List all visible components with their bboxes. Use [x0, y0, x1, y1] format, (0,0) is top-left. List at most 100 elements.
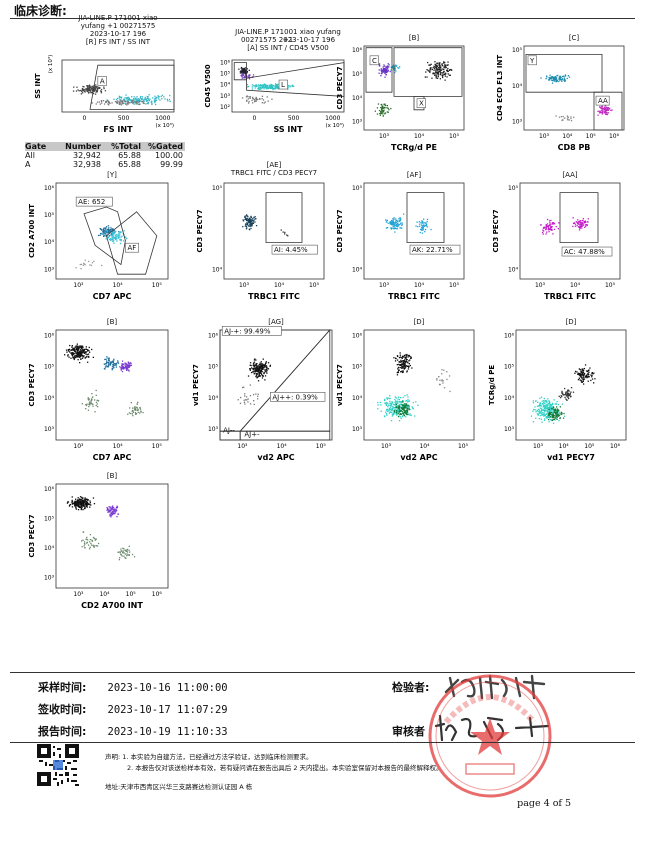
event-dot — [263, 365, 266, 367]
event-dot — [579, 227, 581, 229]
event-dot — [422, 221, 424, 223]
event-dot — [400, 218, 402, 220]
event-dot — [398, 366, 400, 369]
event-dot — [398, 220, 400, 222]
event-dot — [112, 240, 114, 243]
event-dot — [158, 98, 160, 100]
event-dot — [382, 71, 384, 73]
event-dot — [401, 355, 404, 357]
event-dot — [144, 98, 146, 100]
event-dot — [92, 86, 94, 88]
event-dot — [86, 353, 88, 356]
event-dot — [251, 220, 254, 222]
event-dot — [75, 90, 78, 92]
event-dot — [392, 66, 395, 68]
event-dot — [131, 553, 134, 556]
event-dot — [132, 98, 135, 100]
event-dot — [102, 229, 105, 231]
event-dot — [110, 362, 112, 364]
event-dot — [82, 508, 84, 511]
event-dot — [110, 239, 113, 241]
event-dot — [543, 230, 545, 232]
y-axis-label: vd1 PECY7 — [336, 364, 344, 406]
x-axis-label: vd1 PECY7 — [547, 453, 595, 462]
event-dot — [544, 414, 547, 416]
event-dot — [445, 66, 447, 69]
event-dot — [147, 97, 149, 100]
event-dot — [537, 401, 539, 403]
event-dot — [567, 392, 569, 394]
event-dot — [88, 398, 90, 400]
event-dot — [392, 408, 394, 410]
event-dot — [73, 501, 76, 503]
event-dot — [78, 498, 80, 500]
event-dot — [547, 404, 549, 406]
event-dot — [246, 99, 248, 101]
event-dot — [126, 368, 128, 370]
event-dot — [129, 102, 131, 104]
event-dot — [568, 394, 570, 397]
event-dot — [124, 557, 126, 559]
event-dot — [95, 401, 98, 403]
event-dot — [122, 547, 124, 549]
event-dot — [114, 231, 116, 233]
event-dot — [444, 75, 446, 77]
event-dot — [100, 90, 102, 93]
event-dot — [552, 414, 554, 416]
event-dot — [584, 221, 586, 224]
event-dot — [390, 403, 393, 405]
event-dot — [90, 402, 92, 404]
event-dot — [259, 375, 261, 377]
event-dot — [244, 76, 247, 78]
event-dot — [582, 219, 584, 222]
event-dot — [86, 403, 88, 405]
event-dot — [290, 85, 292, 87]
event-dot — [88, 402, 91, 404]
event-dot — [252, 97, 254, 100]
event-dot — [117, 551, 119, 553]
event-dot — [72, 90, 75, 92]
event-dot — [557, 410, 559, 412]
event-dot — [121, 103, 123, 105]
event-dot — [577, 373, 579, 375]
event-dot — [387, 222, 389, 224]
event-dot — [559, 406, 561, 408]
event-dot — [67, 349, 69, 351]
event-dot — [581, 368, 583, 371]
event-dot — [586, 376, 588, 379]
plot-title: [AE] — [266, 161, 282, 169]
event-dot — [386, 107, 388, 109]
event-dot — [252, 96, 254, 99]
event-dot — [385, 402, 387, 404]
event-dot — [78, 506, 81, 508]
event-dot — [108, 506, 110, 508]
event-dot — [393, 218, 395, 220]
event-dot — [421, 227, 424, 229]
event-dot — [125, 557, 127, 559]
event-dot — [259, 363, 261, 365]
event-dot — [131, 99, 133, 101]
x-axis-label: CD8 PB — [558, 143, 591, 152]
event-dot — [398, 404, 400, 406]
event-dot — [82, 346, 84, 348]
event-dot — [95, 389, 97, 392]
event-dot — [113, 364, 115, 366]
event-dot — [115, 507, 118, 509]
event-dot — [91, 399, 93, 401]
event-dot — [437, 76, 439, 78]
event-dot — [74, 350, 76, 352]
event-dot — [550, 412, 552, 414]
event-dot — [400, 402, 402, 404]
event-dot — [80, 345, 82, 347]
event-dot — [110, 508, 113, 510]
x-tick-label: 10⁴ — [277, 443, 288, 450]
event-dot — [263, 85, 265, 87]
event-dot — [107, 365, 109, 368]
event-dot — [104, 231, 106, 233]
event-dot — [253, 85, 255, 87]
event-dot — [101, 102, 103, 104]
gate-label: Y — [529, 57, 535, 65]
event-dot — [535, 417, 537, 419]
event-dot — [552, 413, 554, 415]
